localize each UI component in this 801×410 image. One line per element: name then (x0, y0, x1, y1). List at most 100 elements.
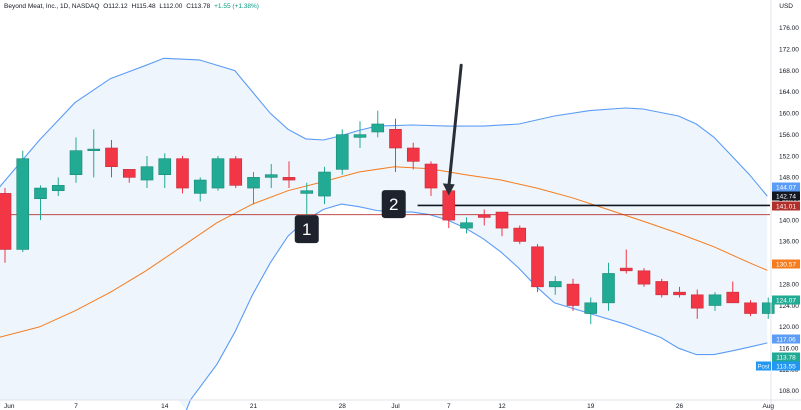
candle-body[interactable] (335, 134, 349, 170)
candle-body[interactable] (282, 177, 296, 181)
candle[interactable] (0, 188, 12, 263)
candle-body[interactable] (548, 281, 562, 288)
candle-body[interactable] (389, 129, 402, 149)
candle-body[interactable] (726, 291, 740, 304)
candles[interactable] (0, 110, 775, 325)
candle-body[interactable] (16, 158, 30, 250)
candle[interactable] (140, 156, 154, 189)
candle[interactable] (637, 268, 651, 287)
time-tick-label: 7 (74, 403, 78, 410)
candle[interactable] (406, 142, 420, 170)
candle[interactable] (51, 177, 65, 197)
price-tag-bg (772, 352, 800, 362)
candle-body[interactable] (655, 281, 669, 296)
candle[interactable] (655, 278, 669, 298)
candle[interactable] (690, 289, 704, 319)
candle-body[interactable] (51, 185, 65, 192)
candle-body[interactable] (229, 158, 243, 186)
candle-body[interactable] (708, 294, 722, 306)
candle[interactable] (34, 185, 47, 221)
candle-body[interactable] (424, 163, 438, 189)
candle[interactable] (87, 129, 101, 178)
candle[interactable] (548, 276, 562, 295)
candle[interactable] (566, 278, 580, 311)
currency-label[interactable]: USD (779, 3, 793, 10)
candle-body[interactable] (584, 302, 598, 314)
candle[interactable] (460, 217, 473, 234)
candle[interactable] (69, 137, 83, 183)
candle[interactable] (584, 297, 598, 325)
candle-body[interactable] (34, 187, 47, 200)
time-tick-label: 12 (498, 403, 506, 410)
candle-body[interactable] (673, 291, 686, 296)
price-tick-label: 136.00 (779, 239, 799, 246)
candle-body[interactable] (744, 302, 757, 314)
candle-body[interactable] (371, 123, 385, 133)
candle-body[interactable] (264, 174, 278, 178)
candle[interactable] (389, 118, 402, 173)
candle-body[interactable] (105, 147, 118, 167)
candle-body[interactable] (87, 148, 101, 151)
candle[interactable] (726, 281, 740, 304)
candle-body[interactable] (158, 158, 172, 175)
candle-body[interactable] (531, 246, 544, 288)
candle-body[interactable] (122, 169, 136, 178)
price-tick-label: 124.00 (779, 303, 799, 310)
candle-body[interactable] (513, 227, 527, 242)
candle-body[interactable] (318, 171, 331, 197)
candle[interactable] (105, 139, 118, 178)
candle-body[interactable] (637, 270, 651, 285)
bollinger-band-fill (0, 58, 768, 410)
candle[interactable] (477, 209, 491, 226)
candle-body[interactable] (353, 134, 367, 138)
candle-body[interactable] (247, 177, 260, 189)
time-axis[interactable]: Jun 7 14 21 28 Jul 7 12 19 26 Aug (0, 399, 801, 410)
candle-body[interactable] (602, 273, 615, 304)
candle-body[interactable] (0, 193, 12, 250)
candle[interactable] (264, 164, 278, 189)
candle-body[interactable] (140, 166, 154, 181)
candle[interactable] (211, 156, 225, 191)
candle[interactable] (602, 262, 615, 311)
price-tag-bg (772, 295, 800, 305)
price-tick-label: 108.00 (779, 388, 799, 395)
candle-body[interactable] (193, 179, 207, 194)
candle-body[interactable] (495, 211, 509, 229)
candle[interactable] (193, 177, 207, 202)
candle[interactable] (619, 249, 633, 274)
candle[interactable] (761, 297, 775, 319)
candle[interactable] (513, 225, 527, 245)
candle-body[interactable] (460, 222, 473, 229)
candle[interactable] (247, 172, 260, 205)
candle-body[interactable] (566, 283, 580, 306)
candle[interactable] (158, 153, 172, 189)
candle[interactable] (300, 182, 314, 215)
candle[interactable] (371, 110, 385, 138)
candle-body[interactable] (690, 294, 704, 309)
candle[interactable] (673, 286, 686, 298)
candle[interactable] (282, 161, 296, 189)
candle-body[interactable] (176, 158, 189, 189)
candle-body[interactable] (406, 147, 420, 162)
candle[interactable] (708, 292, 722, 311)
price-tag: 117.06 (772, 334, 800, 344)
candle-body[interactable] (477, 214, 491, 218)
candle[interactable] (229, 156, 243, 189)
candle[interactable] (16, 150, 30, 253)
candle-body[interactable] (69, 150, 83, 175)
candle[interactable] (744, 300, 757, 317)
candle[interactable] (318, 166, 331, 205)
candle-body[interactable] (211, 158, 225, 189)
candle-body[interactable] (300, 190, 314, 194)
candle[interactable] (122, 169, 136, 183)
candle-body[interactable] (619, 267, 633, 272)
candle-body[interactable] (761, 302, 775, 314)
candle[interactable] (335, 129, 349, 175)
candle[interactable] (353, 121, 367, 149)
candle[interactable] (531, 244, 544, 293)
candle[interactable] (176, 156, 189, 194)
candle[interactable] (495, 211, 509, 237)
candle[interactable] (424, 161, 438, 197)
